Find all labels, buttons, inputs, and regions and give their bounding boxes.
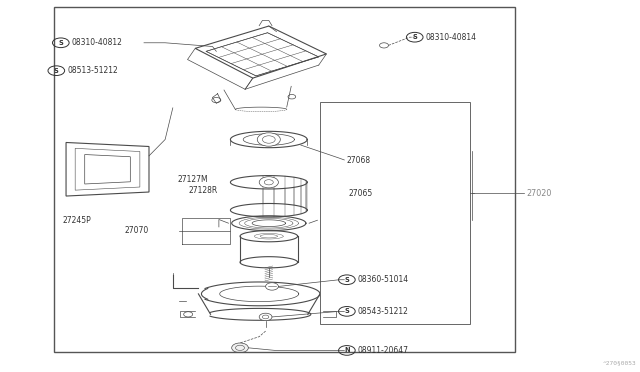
Circle shape (232, 343, 248, 353)
Circle shape (266, 283, 278, 290)
Text: S: S (344, 308, 349, 314)
Text: 08543-51212: 08543-51212 (358, 307, 408, 316)
Text: 08360-51014: 08360-51014 (358, 275, 409, 284)
Circle shape (259, 313, 272, 321)
Text: 27128R: 27128R (189, 186, 218, 195)
Bar (54, 7, 515, 352)
Text: ^270§0053: ^270§0053 (603, 360, 637, 365)
Text: 08310-40814: 08310-40814 (426, 33, 477, 42)
Text: 27127M: 27127M (178, 175, 209, 184)
Circle shape (380, 43, 388, 48)
Circle shape (259, 177, 278, 188)
Text: S: S (58, 40, 63, 46)
Text: 08310-40812: 08310-40812 (72, 38, 122, 47)
Circle shape (257, 133, 280, 146)
Text: 27245P: 27245P (63, 216, 92, 225)
Text: 27070: 27070 (125, 226, 149, 235)
Text: 27068: 27068 (347, 156, 371, 165)
Text: N: N (344, 347, 349, 353)
Text: 27020: 27020 (526, 189, 552, 198)
Text: S: S (344, 277, 349, 283)
Text: S: S (412, 34, 417, 40)
Text: 08911-20647: 08911-20647 (358, 346, 409, 355)
Text: S: S (54, 68, 59, 74)
Text: 27065: 27065 (349, 189, 373, 198)
Bar (320, 102, 470, 324)
Text: 08513-51212: 08513-51212 (67, 66, 118, 75)
